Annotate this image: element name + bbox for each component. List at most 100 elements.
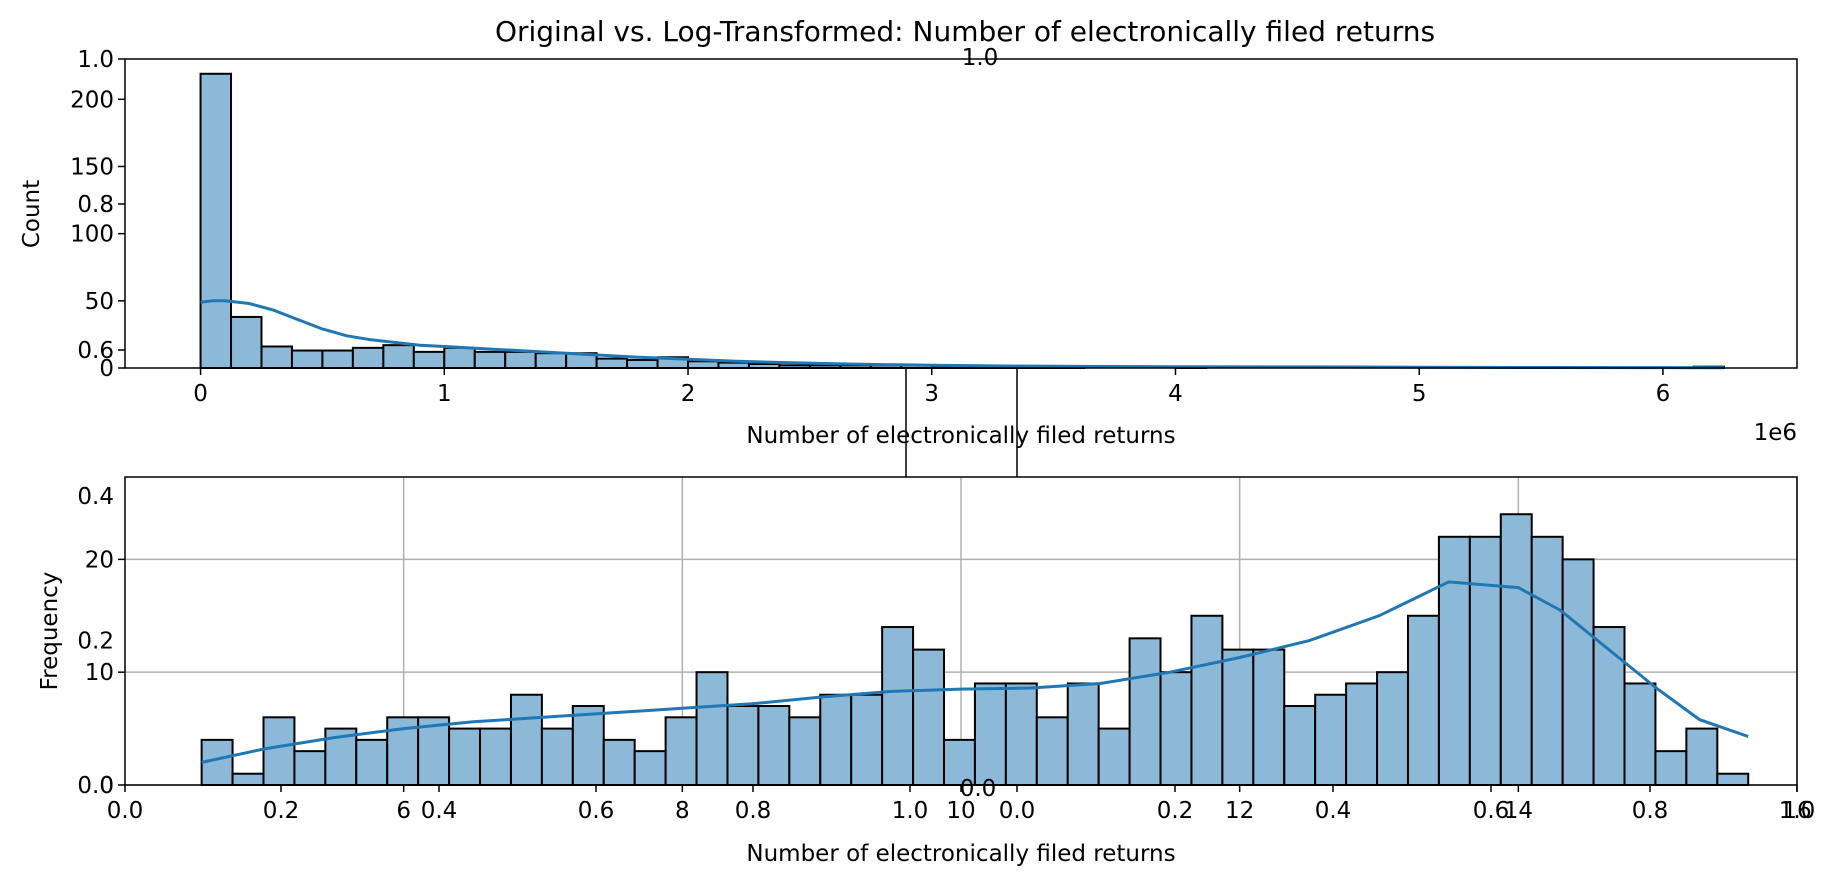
histogram-bar (1004, 682, 1038, 787)
histogram-bar (571, 705, 605, 786)
histogram-bar (1066, 682, 1100, 787)
histogram-bar (231, 772, 265, 787)
histogram-bar (1035, 716, 1069, 786)
middle-overlay-top-label: 1.0 (962, 45, 999, 71)
histogram-bar (850, 693, 884, 786)
histogram-bar (819, 693, 853, 786)
histogram-bar (757, 705, 791, 786)
y-tick-label: 100 (70, 222, 114, 248)
histogram-bar (262, 716, 296, 786)
histogram-bar (1283, 705, 1317, 786)
overlay-x-tick-label: 0.6 (1473, 798, 1510, 824)
histogram-bar (412, 350, 446, 370)
upper-histogram-axes: 0.6 0.8 1.0 0 1 2 3 4 5 6 0 50 100 150 200 1e6 Numbe… (19, 47, 1798, 449)
histogram-bar (1561, 558, 1595, 786)
histogram-bar (633, 750, 667, 787)
histogram-bar (290, 349, 324, 370)
histogram-bar (355, 738, 389, 786)
histogram-bar (695, 671, 729, 787)
histogram-bar (602, 738, 636, 786)
lower-histogram-bars (200, 513, 1750, 787)
histogram-bar (1499, 513, 1533, 786)
histogram-bar (1221, 648, 1255, 786)
x-tick-label: 14 (1504, 798, 1533, 824)
histogram-bar (1345, 682, 1379, 787)
overlay-x-tick-label: 0.8 (735, 798, 772, 824)
histogram-bar (1530, 535, 1564, 786)
histogram-bar (443, 346, 476, 370)
histogram-bar (1159, 671, 1193, 787)
histogram-bar (1716, 772, 1750, 787)
y-tick-label: 10 (85, 660, 114, 686)
histogram-bar (382, 344, 415, 369)
overlay-x-tick-label: 0.0 (999, 798, 1036, 824)
lower-x-ticks: 6 8 10 12 14 16 (396, 785, 1812, 824)
upper-kde-curve (200, 299, 1724, 370)
histogram-bar (293, 750, 327, 787)
upper-x-offset-text: 1e6 (1754, 420, 1797, 446)
x-tick-label: 10 (946, 798, 975, 824)
overlay-y-tick-label: 0.2 (77, 629, 114, 655)
overlay-x-tick-label: 0.4 (421, 798, 458, 824)
overlay-x-tick-label: 0.4 (1315, 798, 1352, 824)
histogram-bar (534, 352, 568, 370)
overlay-y-tick-label: 1.0 (77, 47, 114, 73)
histogram-bar (1128, 637, 1162, 786)
y-tick-label: 0 (99, 356, 114, 382)
lower-kde-curve (201, 580, 1749, 764)
histogram-bar (509, 693, 543, 786)
upper-y-axis-label: Count (19, 180, 45, 248)
histogram-bar (473, 350, 507, 370)
x-tick-label: 3 (924, 381, 939, 407)
histogram-bar (448, 727, 482, 786)
x-tick-label: 5 (1412, 381, 1427, 407)
middle-overlay-axes: 1.0 (905, 45, 1018, 477)
overlay-y-tick-label: 0.6 (77, 338, 114, 364)
lower-overlay-ticks: 0.0 0.2 0.4 0.0 0.2 0.4 0.6 0.8 1.0 0.0 0.2 0.4 0.6 0… (77, 484, 1815, 824)
lower-overlay-center-label: 0.0 (960, 776, 997, 802)
histogram-bar (1437, 535, 1471, 786)
x-tick-label: 1 (437, 381, 452, 407)
overlay-y-tick-label: 0.4 (77, 484, 114, 510)
x-tick-label: 6 (396, 798, 411, 824)
lower-x-axis-label: Number of electronically filed returns (746, 841, 1175, 867)
overlay-x-tick-label: 0.8 (1632, 798, 1669, 824)
histogram-bar (504, 350, 537, 370)
y-tick-label: 50 (85, 289, 114, 315)
histogram-bar (351, 346, 385, 370)
x-tick-label: 4 (1168, 381, 1183, 407)
overlay-x-tick-label: 0.2 (1157, 798, 1194, 824)
histogram-bar (881, 626, 915, 786)
x-tick-label: 2 (681, 381, 696, 407)
histogram-bar (1376, 671, 1409, 787)
histogram-bar (1406, 614, 1440, 786)
y-tick-label: 200 (70, 87, 114, 113)
figure-title: Original vs. Log-Transformed: Number of … (495, 15, 1435, 48)
histogram-bar (664, 716, 698, 786)
lower-y-ticks: 0 10 20 (85, 547, 125, 799)
overlay-x-tick-label: 0.0 (107, 798, 144, 824)
x-tick-label: 6 (1656, 381, 1671, 407)
y-tick-label: 150 (70, 154, 114, 180)
histogram-bar (1097, 727, 1131, 786)
lower-histogram-axes: 0.0 0.2 0.4 0.0 0.2 0.4 0.6 0.8 1.0 0.0 0.2 0.4 0.6 0… (37, 476, 1815, 867)
x-tick-label: 16 (1782, 798, 1811, 824)
histogram-bar (687, 360, 720, 370)
upper-x-axis-label: Number of electronically filed returns (746, 423, 1175, 449)
upper-x-ticks: 0 1 2 3 4 5 6 (193, 368, 1670, 407)
overlay-x-tick-label: 1.0 (1779, 798, 1816, 824)
histogram-bar (726, 705, 760, 786)
upper-overlay-ticks: 0.6 0.8 1.0 (77, 47, 125, 364)
histogram-bar (717, 361, 750, 370)
histogram-bar (479, 727, 512, 786)
histogram-bar (595, 357, 629, 369)
histogram-bar (1685, 727, 1719, 786)
histogram-bar (788, 716, 822, 786)
x-tick-label: 12 (1225, 798, 1254, 824)
histogram-bar (1654, 750, 1688, 787)
overlay-x-tick-label: 1.0 (892, 798, 929, 824)
histogram-bar (912, 648, 946, 786)
histogram-bar (973, 682, 1007, 787)
histogram-bar (1190, 614, 1224, 786)
